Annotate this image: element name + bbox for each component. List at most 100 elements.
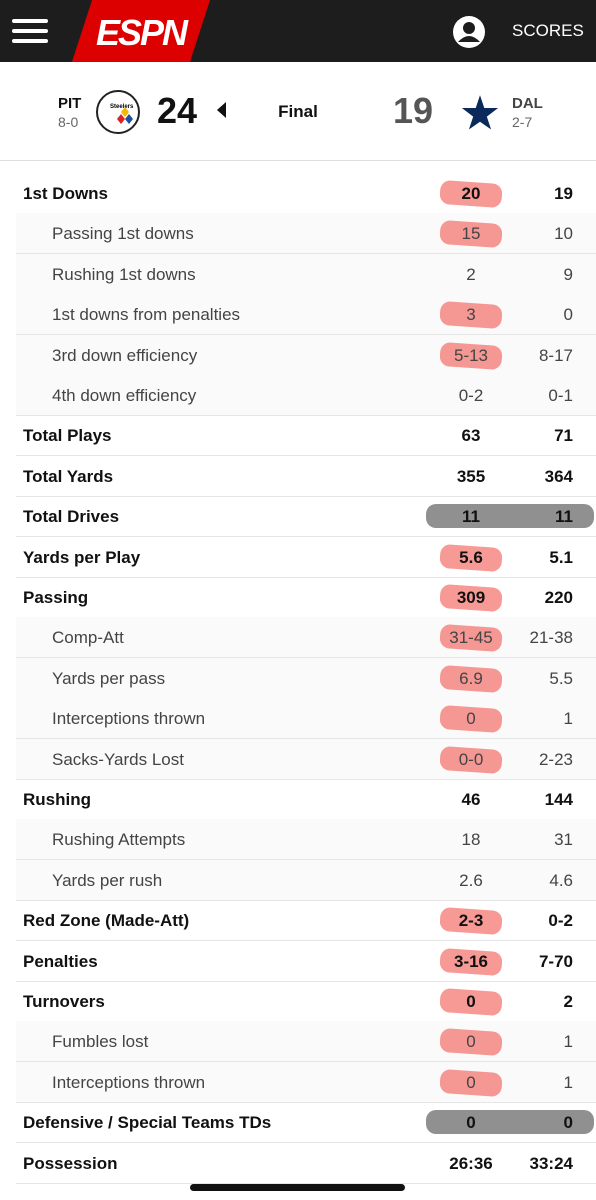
stat-row: Fumbles lost 0 1 [16, 1021, 596, 1063]
stat-row: Interceptions thrown 0 1 [16, 1061, 596, 1103]
away-value: 2 [563, 992, 573, 1011]
stat-row: Rushing Attempts 18 31 [16, 819, 596, 861]
stat-label: Possession [23, 1153, 118, 1173]
stat-label: 4th down efficiency [52, 386, 197, 405]
away-value: 11 [555, 507, 573, 527]
home-value: 46 [461, 790, 481, 809]
home-value: 6.9 [459, 668, 483, 688]
stat-row: Total Drives 11 11 [16, 496, 596, 538]
team-abbr: PIT [58, 95, 82, 112]
stat-label: Rushing Attempts [52, 830, 186, 850]
home-value: 309 [456, 588, 486, 607]
away-value: 2-23 [538, 749, 573, 769]
stat-label: Total Plays [23, 426, 112, 446]
scores-link[interactable]: SCORES [512, 21, 584, 40]
stat-row: Possession 26:36 33:24 [16, 1143, 596, 1184]
stat-label: Red Zone (Made-Att) [23, 911, 190, 931]
away-value: 1 [563, 709, 573, 729]
home-value: 2.6 [459, 870, 483, 890]
team-abbr: DAL [512, 95, 543, 112]
logo-text: Steelers [110, 104, 134, 110]
user-icon[interactable] [452, 15, 486, 49]
stat-label: Total Yards [23, 466, 114, 486]
stat-label: Yards per Play [23, 547, 141, 567]
away-value: 31 [554, 830, 573, 850]
stat-row: 1st Downs 20 19 [16, 173, 596, 214]
away-value: 0 [563, 305, 573, 325]
away-value: 0 [563, 1113, 573, 1133]
top-bar: ESPN SCORES [0, 0, 596, 62]
stat-label: Defensive / Special Teams TDs [23, 1113, 272, 1133]
home-value: 63 [461, 426, 481, 446]
stat-label: Interceptions thrown [52, 709, 206, 729]
home-value: 0-2 [458, 386, 484, 405]
home-value: 355 [456, 466, 486, 486]
home-score: 24 [157, 90, 198, 131]
home-value: 18 [461, 830, 481, 850]
stat-row: 3rd down efficiency 5-13 8-17 [16, 334, 596, 376]
away-value: 8-17 [538, 345, 573, 365]
away-value: 364 [544, 466, 573, 486]
home-value: 5.6 [459, 547, 483, 567]
stat-label: Passing [23, 588, 89, 607]
stat-label: Fumbles lost [52, 1032, 149, 1052]
stat-label: 1st Downs [23, 184, 109, 203]
divider [0, 160, 596, 161]
stat-row: Yards per Play 5.6 5.1 [16, 537, 596, 578]
stat-row: Comp-Att 31-45 21-38 [16, 617, 596, 659]
winner-caret [217, 102, 226, 118]
stat-label: Interceptions thrown [52, 1072, 206, 1092]
away-value: 5.1 [549, 547, 573, 567]
away-value: 21-38 [529, 628, 573, 648]
stat-label: Yards per pass [52, 668, 166, 688]
home-value: 31-45 [449, 628, 493, 648]
menu-button[interactable] [12, 16, 50, 46]
away-value: 144 [544, 790, 573, 809]
stat-label: Turnovers [23, 992, 105, 1011]
stat-label: Passing 1st downs [52, 224, 194, 244]
stat-row: Penalties 3-16 7-70 [16, 941, 596, 982]
away-value: 33:24 [529, 1153, 573, 1173]
home-value: 0 [466, 1113, 476, 1133]
home-value: 11 [462, 507, 480, 527]
stat-label: Rushing [23, 790, 91, 809]
stat-label: Sacks-Yards Lost [52, 749, 184, 769]
stat-label: Rushing 1st downs [52, 264, 196, 284]
home-value: 3-16 [453, 951, 489, 971]
away-value: 1 [563, 1072, 573, 1092]
team-logo [458, 90, 502, 134]
home-value: 26:36 [449, 1153, 493, 1173]
stat-row: Total Yards 355 364 [16, 456, 596, 497]
stat-row: Total Plays 63 71 [16, 415, 596, 457]
stat-row: 1st downs from penalties 3 0 [16, 294, 596, 336]
stat-row: Rushing 1st downs 2 9 [16, 253, 596, 295]
away-value: 9 [563, 264, 573, 284]
stat-row: Turnovers 0 2 [16, 981, 596, 1022]
stat-row: Passing 1st downs 15 10 [16, 213, 596, 255]
home-value: 5-13 [453, 345, 489, 365]
stat-label: 3rd down efficiency [52, 345, 198, 365]
away-value: 4.6 [549, 870, 573, 890]
home-value: 15 [461, 224, 481, 244]
stat-row: Yards per rush 2.6 4.6 [16, 859, 596, 901]
stat-label: Total Drives [23, 507, 120, 527]
stat-row: Rushing 46 144 [16, 779, 596, 820]
away-value: 0-2 [548, 911, 573, 931]
stat-row: Sacks-Yards Lost 0-0 2-23 [16, 738, 596, 780]
highlight [426, 1110, 594, 1135]
home-value: 0 [466, 709, 476, 729]
home-value: 0 [466, 992, 476, 1011]
game-status: Final [278, 102, 318, 121]
home-value: 20 [461, 184, 481, 203]
away-value: 19 [554, 184, 573, 203]
home-value: 2 [466, 264, 476, 284]
home-value: 3 [466, 305, 476, 325]
home-value: 0-0 [458, 749, 484, 769]
stat-label: Comp-Att [52, 628, 124, 648]
logo[interactable]: ESPN [95, 12, 188, 53]
home-value: 2-3 [458, 911, 484, 931]
stat-row: Passing 309 220 [16, 577, 596, 618]
stat-label: Penalties [23, 951, 98, 971]
stat-label: Yards per rush [52, 870, 163, 890]
away-value: 5.5 [549, 668, 573, 688]
